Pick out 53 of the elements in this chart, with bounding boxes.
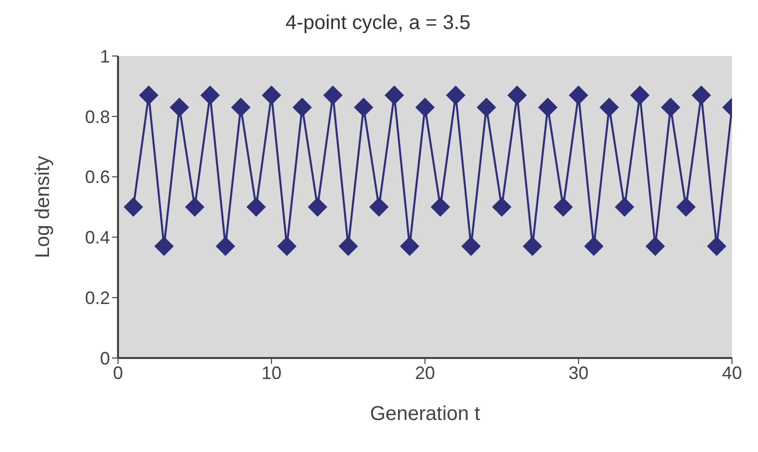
y-tick-label: 0.6 <box>84 167 110 188</box>
point <box>508 86 527 105</box>
point <box>446 86 466 105</box>
point <box>522 236 542 256</box>
point <box>630 86 650 105</box>
y-tick-label: 0 <box>100 348 110 368</box>
point <box>277 236 296 256</box>
point <box>707 236 726 256</box>
point <box>262 86 281 105</box>
point <box>584 236 604 256</box>
point <box>554 198 573 216</box>
point <box>646 236 665 256</box>
point <box>216 236 235 256</box>
x-tick-label: 20 <box>414 362 436 383</box>
point <box>661 98 680 117</box>
point <box>170 98 189 117</box>
point <box>308 198 328 216</box>
point <box>200 86 220 105</box>
point <box>231 98 250 117</box>
point <box>185 198 204 216</box>
point <box>154 236 174 256</box>
point <box>692 86 711 105</box>
point <box>538 98 558 117</box>
point <box>384 86 404 105</box>
point <box>476 98 496 117</box>
point <box>139 86 158 105</box>
point <box>676 198 696 216</box>
y-tick-label: 0.2 <box>84 288 110 308</box>
point <box>430 198 450 216</box>
y-tick-label: 0.8 <box>84 106 110 127</box>
point <box>338 236 358 256</box>
point <box>292 98 312 117</box>
point <box>400 236 420 256</box>
point <box>492 198 512 216</box>
point <box>246 198 266 216</box>
y-tick-label: 1 <box>100 46 110 66</box>
x-tick-label: 0 <box>112 362 124 383</box>
point <box>569 86 588 105</box>
point <box>416 98 434 117</box>
y-axis-title: Log density <box>32 156 54 258</box>
point <box>323 86 342 105</box>
x-tick-label: 40 <box>722 362 742 383</box>
y-tick-label: 0.4 <box>84 228 110 248</box>
x-axis-title: Generation t <box>370 403 480 425</box>
point <box>600 98 619 117</box>
x-tick-label: 30 <box>568 362 589 383</box>
point <box>462 236 481 256</box>
point <box>354 98 374 117</box>
point <box>124 198 143 216</box>
point <box>369 198 388 216</box>
x-tick-label: 10 <box>261 362 282 383</box>
chart-title: 4-point cycle, a = 3.5 <box>284 11 472 36</box>
point <box>615 198 634 216</box>
